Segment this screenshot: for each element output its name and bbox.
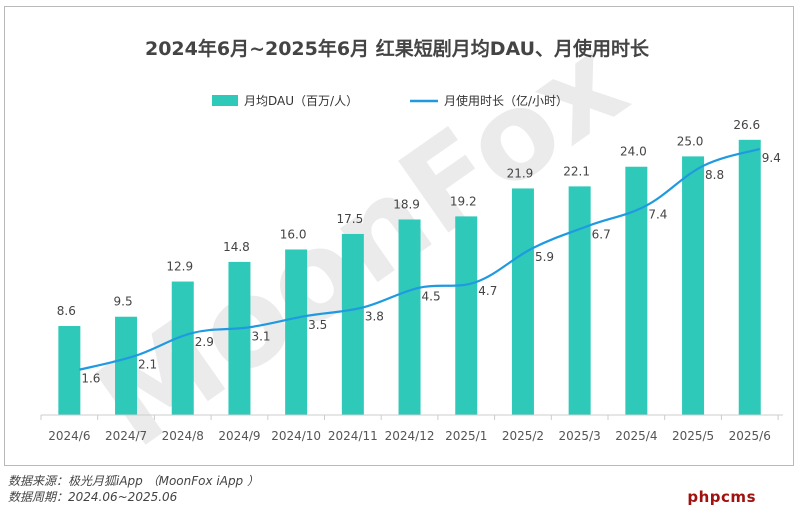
line-value-label: 4.7 bbox=[478, 284, 497, 298]
bar-2025/2 bbox=[511, 188, 534, 415]
line-value-label: 6.7 bbox=[592, 227, 611, 241]
legend: 月均DAU（百万/人） 月使用时长（亿/小时） bbox=[212, 93, 568, 108]
chart-title: 2024年6月~2025年6月 红果短剧月均DAU、月使用时长 bbox=[145, 37, 650, 60]
bar-value-label: 9.5 bbox=[114, 295, 133, 309]
bar-2025/5 bbox=[682, 156, 705, 415]
bar-2024/8 bbox=[171, 281, 194, 415]
bar-value-label: 12.9 bbox=[166, 260, 193, 274]
line-value-label: 8.8 bbox=[705, 168, 724, 182]
bar-2025/1 bbox=[455, 216, 478, 415]
bar-value-label: 8.6 bbox=[57, 304, 76, 318]
bar-2024/9 bbox=[228, 261, 251, 415]
bar-value-label: 19.2 bbox=[450, 194, 477, 208]
x-tick-label: 2024/8 bbox=[162, 429, 204, 443]
chart: MoonFox 2024年6月~2025年6月 红果短剧月均DAU、月使用时长 … bbox=[40, 13, 783, 467]
x-tick-label: 2025/4 bbox=[615, 429, 657, 443]
x-tick-label: 2024/6 bbox=[48, 429, 90, 443]
bar-2025/6 bbox=[738, 139, 761, 416]
line-value-label: 3.5 bbox=[308, 318, 327, 332]
bar-2024/7 bbox=[115, 316, 138, 415]
line-path bbox=[79, 147, 761, 371]
line-value-label: 5.9 bbox=[535, 250, 554, 264]
x-tick-label: 2024/7 bbox=[105, 429, 147, 443]
bar-value-label: 24.0 bbox=[620, 145, 647, 159]
bar-value-label: 16.0 bbox=[280, 227, 307, 241]
bar-value-label: 17.5 bbox=[336, 212, 363, 226]
x-tick-label: 2024/11 bbox=[328, 429, 378, 443]
chart-frame: MoonFox 2024年6月~2025年6月 红果短剧月均DAU、月使用时长 … bbox=[4, 6, 794, 467]
bar-value-label: 14.8 bbox=[223, 240, 250, 254]
bar-value-label: 18.9 bbox=[393, 197, 420, 211]
bar-value-label: 22.1 bbox=[563, 164, 590, 178]
line-value-label: 1.6 bbox=[81, 372, 100, 386]
bar-value-label: 25.0 bbox=[677, 134, 704, 148]
bar-2024/10 bbox=[285, 249, 308, 415]
line-value-label: 3.1 bbox=[251, 329, 270, 343]
legend-line-label: 月使用时长（亿/小时） bbox=[444, 93, 568, 108]
x-tick-label: 2025/5 bbox=[672, 429, 714, 443]
line-value-label: 2.9 bbox=[195, 335, 214, 349]
line-value-label: 3.8 bbox=[365, 309, 384, 323]
line-series: 1.6 2.1 2.9 3.1 3.5 3.8 4.5 4.7 5.9 6.7 7.4 8.8 9.4 bbox=[79, 147, 781, 386]
bar-2024/11 bbox=[341, 233, 364, 415]
x-tick-label: 2025/2 bbox=[502, 429, 544, 443]
source-note: 数据来源：极光月狐iApp （MoonFox iApp ） bbox=[8, 474, 259, 488]
line-value-label: 4.5 bbox=[422, 290, 441, 304]
x-tick-label: 2025/6 bbox=[729, 429, 771, 443]
corner-logo: phpcms bbox=[687, 488, 756, 506]
bar-2025/4 bbox=[625, 166, 648, 415]
legend-bar-swatch bbox=[212, 95, 238, 106]
line-value-label: 7.4 bbox=[648, 208, 667, 222]
x-tick-label: 2025/3 bbox=[559, 429, 601, 443]
x-tick-label: 2024/12 bbox=[385, 429, 435, 443]
x-tick-label: 2024/9 bbox=[218, 429, 260, 443]
period-note: 数据周期：2024.06~2025.06 bbox=[8, 490, 178, 504]
legend-bar-label: 月均DAU（百万/人） bbox=[244, 94, 358, 108]
bar-value-label: 26.6 bbox=[733, 118, 760, 132]
bars: 8.6 9.5 12.9 14.8 16.0 17.5 18.9 19.2 21.9 22.1 24… bbox=[57, 118, 761, 416]
x-tick-label: 2025/1 bbox=[445, 429, 487, 443]
line-value-label: 9.4 bbox=[762, 151, 781, 165]
line-value-label: 2.1 bbox=[138, 358, 157, 372]
bar-2024/12 bbox=[398, 219, 421, 415]
bar-2025/3 bbox=[568, 186, 591, 415]
x-tick-label: 2024/10 bbox=[271, 429, 321, 443]
x-axis-ticks: 2024/6 2024/7 2024/8 2024/9 2024/10 2024/11 20… bbox=[40, 415, 779, 443]
bar-2024/6 bbox=[58, 326, 81, 415]
bar-value-label: 21.9 bbox=[507, 166, 534, 180]
